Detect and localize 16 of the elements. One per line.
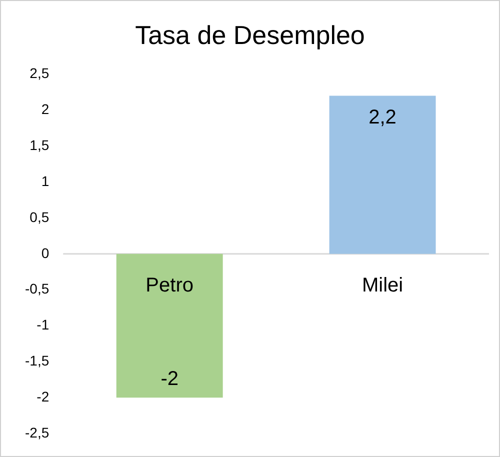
y-tick-label: -1 <box>36 316 50 333</box>
data-label: -2 <box>160 368 178 390</box>
data-label: 2,2 <box>368 106 396 128</box>
chart-title: Tasa de Desempleo <box>135 20 365 50</box>
y-tick-label: 2 <box>41 101 50 117</box>
y-tick-label: 1 <box>41 172 50 189</box>
x-tick-label: Petro <box>146 274 194 296</box>
x-tick-label: Milei <box>362 274 404 296</box>
y-tick-label: -2 <box>36 388 50 405</box>
y-tick-label: -1,5 <box>25 352 50 369</box>
y-tick-label: 2,5 <box>30 65 50 82</box>
y-tick-label: 0,5 <box>30 208 50 225</box>
y-tick-label: 1,5 <box>30 136 50 153</box>
y-tick-label: 0 <box>41 244 50 261</box>
y-tick-label: -2,5 <box>25 424 50 440</box>
y-tick-label: -0,5 <box>25 280 50 297</box>
